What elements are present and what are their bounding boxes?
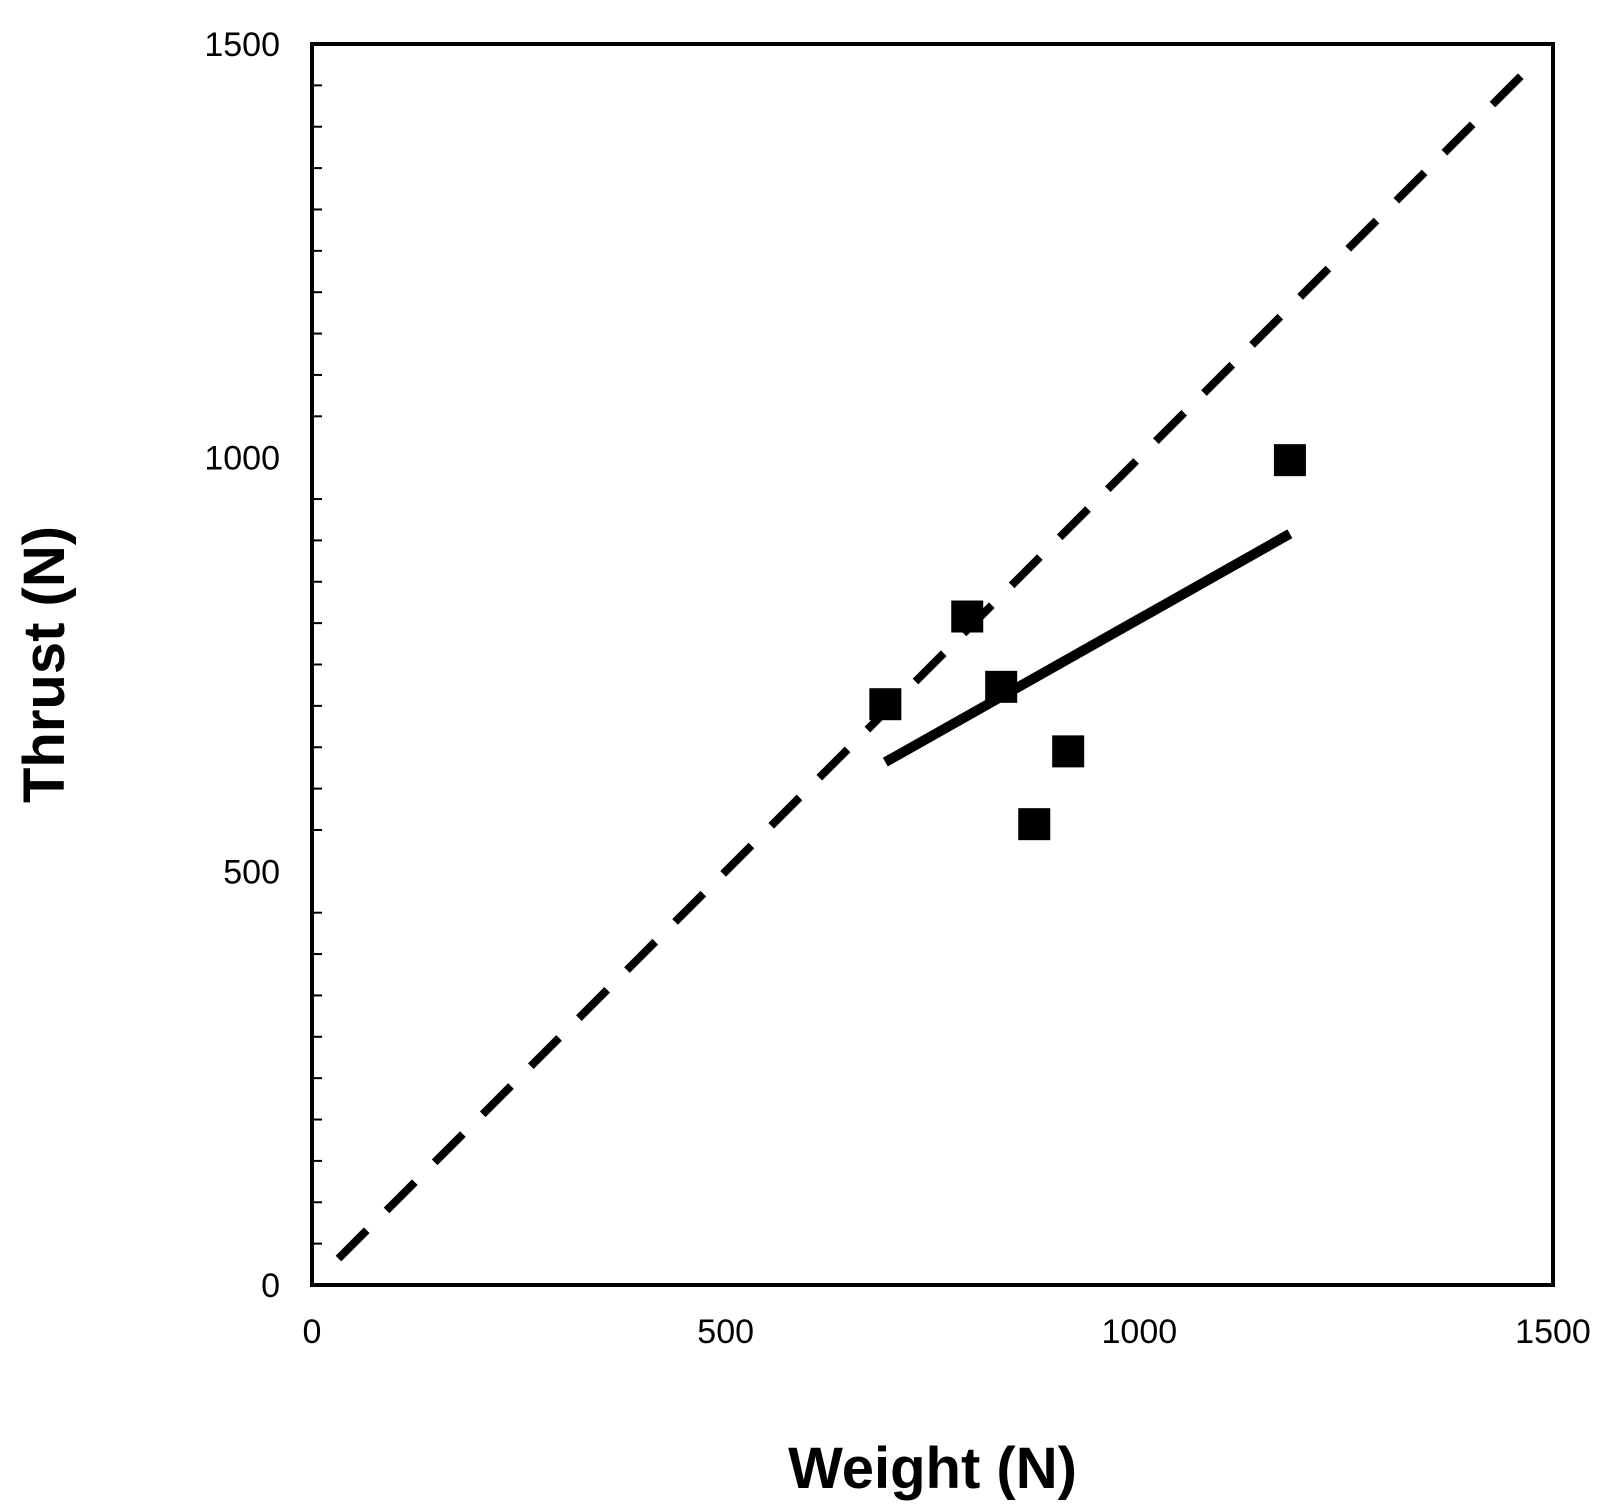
data-point-marker — [951, 600, 984, 633]
data-point-marker — [1018, 808, 1051, 841]
y-tick-label: 500 — [223, 853, 280, 891]
x-tick-label: 1500 — [1515, 1313, 1591, 1351]
lines-layer — [335, 61, 1536, 1262]
data-point-marker — [1052, 735, 1085, 768]
x-axis-title: Weight (N) — [788, 1436, 1077, 1501]
data-point-marker — [985, 670, 1018, 703]
y-tick-label: 0 — [261, 1267, 280, 1305]
y-axis-title: Thrust (N) — [12, 526, 77, 803]
solid-fit-line — [882, 529, 1293, 767]
plot-frame — [310, 42, 1555, 1287]
y-tick-labels: 0 500 1000 1500 — [204, 26, 280, 1305]
y-tick-label: 1000 — [204, 440, 280, 478]
markers-layer — [869, 444, 1306, 841]
data-point-marker — [1273, 444, 1306, 477]
x-tick-label: 1000 — [1102, 1313, 1178, 1351]
x-tick-label: 500 — [697, 1313, 754, 1351]
x-tick-labels: 0 500 1000 1500 — [303, 1313, 1591, 1351]
y-tick-label: 1500 — [204, 26, 280, 64]
dashed-reference-line — [335, 61, 1536, 1262]
x-tick-label: 0 — [303, 1313, 322, 1351]
data-point-marker — [869, 688, 902, 721]
